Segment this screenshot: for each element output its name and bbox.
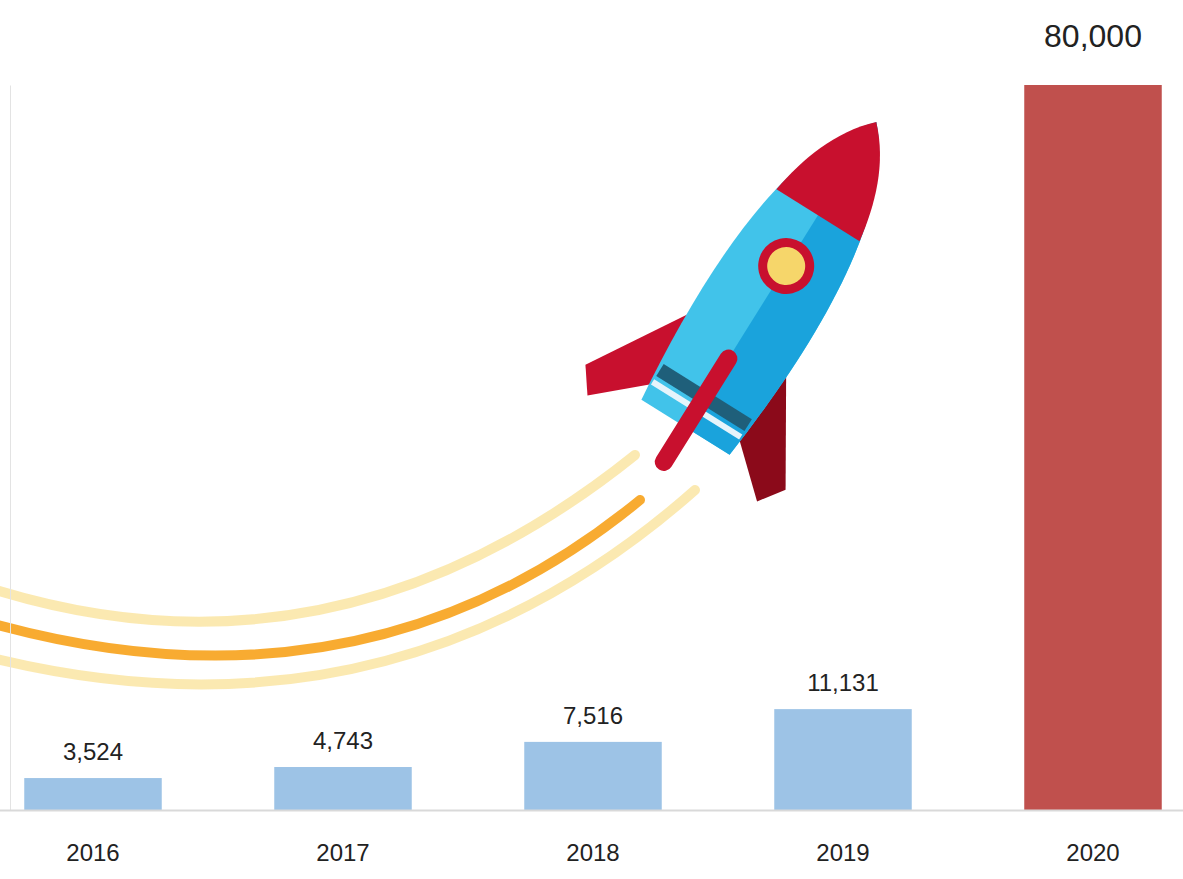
bar [524, 742, 662, 810]
rocket [559, 59, 976, 532]
bar [774, 709, 912, 810]
x-tick: 2019 [816, 839, 869, 866]
rocket-trail [0, 500, 640, 656]
rocket-window-ring [748, 227, 825, 304]
x-tick: 2017 [316, 839, 369, 866]
x-axis: 2016 2017 2018 2019 2020 [0, 811, 1183, 867]
bars [24, 85, 1162, 810]
bar [24, 778, 162, 810]
rocket-fin [651, 346, 740, 474]
chart: 2016 2017 2018 2019 2020 3,524 4,743 7,516 11,13… [0, 0, 1183, 879]
bar [274, 767, 412, 810]
data-label: 7,516 [563, 702, 623, 729]
data-label: 3,524 [63, 738, 123, 765]
x-tick-label: 2018 [566, 839, 619, 866]
rocket-body [635, 90, 927, 458]
data-label: 80,000 [1044, 18, 1142, 54]
data-label: 4,743 [313, 727, 373, 754]
x-axis-line [0, 810, 1183, 812]
x-tick-label: 2016 [66, 839, 119, 866]
x-tick: 2020 [1066, 839, 1119, 866]
rocket-nose [776, 96, 917, 241]
rocket-trail [0, 490, 695, 684]
x-tick: 2016 [66, 839, 119, 866]
y-axis [10, 86, 11, 811]
x-tick: 2018 [566, 839, 619, 866]
x-tick-label: 2020 [1066, 839, 1119, 866]
bar [1024, 85, 1162, 810]
rocket-illustration [0, 59, 976, 684]
y-axis-line [10, 86, 11, 811]
x-tick-label: 2019 [816, 839, 869, 866]
data-labels: 3,524 4,743 7,516 11,131 80,000 [63, 18, 1142, 765]
x-tick-label: 2017 [316, 839, 369, 866]
data-label: 11,131 [807, 669, 879, 696]
rocket-window [760, 240, 812, 292]
